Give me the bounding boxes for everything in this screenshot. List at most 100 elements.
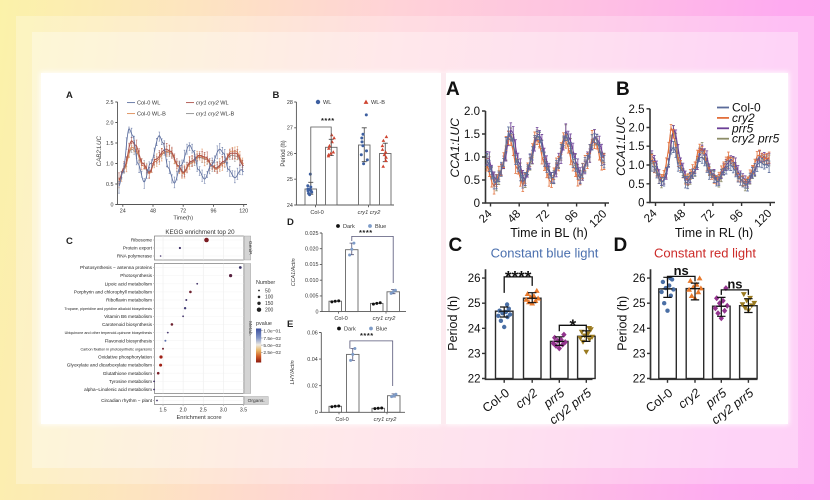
svg-text:Col-0 WL-B: Col-0 WL-B <box>137 112 166 118</box>
svg-text:5.0e−02: 5.0e−02 <box>263 343 281 349</box>
svg-text:Enrichment score: Enrichment score <box>176 415 221 421</box>
svg-text:Photosynthesis − antenna prote: Photosynthesis − antenna proteins <box>80 265 153 270</box>
svg-text:Dark: Dark <box>344 327 356 333</box>
svg-text:cry2: cry2 <box>513 386 540 412</box>
svg-text:cry1 cry2: cry1 cry2 <box>374 417 398 423</box>
svg-text:24: 24 <box>468 323 481 335</box>
svg-text:150: 150 <box>265 301 274 307</box>
svg-text:0.06: 0.06 <box>307 330 318 336</box>
svg-text:22: 22 <box>468 374 481 386</box>
svg-text:Blue: Blue <box>376 327 387 333</box>
svg-text:cry1 cry2 WL: cry1 cry2 WL <box>196 101 229 107</box>
svg-text:RNA polymerase: RNA polymerase <box>117 254 153 259</box>
svg-text:26: 26 <box>633 273 646 285</box>
svg-text:Time in RL (h): Time in RL (h) <box>675 226 753 240</box>
svg-text:****: **** <box>505 267 532 286</box>
svg-text:Tyrosine metabolism: Tyrosine metabolism <box>109 379 152 384</box>
svg-text:ns: ns <box>674 263 689 278</box>
svg-text:0.5: 0.5 <box>629 179 645 191</box>
svg-text:120: 120 <box>587 208 609 230</box>
svg-text:Period (h): Period (h) <box>281 140 287 166</box>
svg-text:ns: ns <box>727 276 742 291</box>
svg-text:0.005: 0.005 <box>305 294 319 300</box>
svg-text:E: E <box>287 319 293 330</box>
svg-text:96: 96 <box>211 209 217 215</box>
svg-text:B: B <box>273 90 280 101</box>
svg-text:1.0: 1.0 <box>629 160 645 172</box>
svg-text:27: 27 <box>287 126 293 132</box>
svg-text:2.0: 2.0 <box>179 408 186 414</box>
svg-text:1.5: 1.5 <box>106 141 114 147</box>
svg-text:Metab.: Metab. <box>247 321 253 336</box>
svg-text:pvalue: pvalue <box>256 321 272 327</box>
svg-text:cry2 prr5: cry2 prr5 <box>732 132 780 146</box>
svg-text:72: 72 <box>534 208 552 226</box>
svg-text:Protein export: Protein export <box>123 246 153 251</box>
svg-text:Col-0: Col-0 <box>480 386 512 415</box>
svg-text:CCA1:LUC: CCA1:LUC <box>448 118 462 178</box>
svg-text:****: **** <box>321 116 335 125</box>
svg-text:Ribosome: Ribosome <box>131 238 152 243</box>
svg-text:Period (h): Period (h) <box>616 296 630 351</box>
svg-text:cry1 cry2 WL-B: cry1 cry2 WL-B <box>196 112 235 118</box>
svg-text:23: 23 <box>468 348 481 360</box>
svg-text:Blue: Blue <box>375 224 386 230</box>
svg-text:0.5: 0.5 <box>464 175 480 187</box>
svg-text:48: 48 <box>150 209 156 215</box>
svg-text:Ubiquinone and other terpenoid: Ubiquinone and other terpenoid-quinone b… <box>65 331 152 335</box>
svg-text:alpha−Linolenic acid metabolis: alpha−Linolenic acid metabolism <box>84 387 152 392</box>
svg-text:****: **** <box>360 331 374 340</box>
svg-text:cry1 cry2: cry1 cry2 <box>373 316 397 322</box>
svg-text:Dark: Dark <box>343 224 355 230</box>
svg-text:D: D <box>614 235 628 256</box>
svg-text:200: 200 <box>265 308 274 314</box>
svg-text:CCA1/Actin: CCA1/Actin <box>291 258 297 286</box>
svg-text:26: 26 <box>287 151 293 157</box>
svg-text:0.5: 0.5 <box>106 182 114 188</box>
svg-text:cry1 cry2: cry1 cry2 <box>358 210 382 216</box>
svg-text:0.025: 0.025 <box>305 231 319 237</box>
svg-text:Carotenoid biosynthesis: Carotenoid biosynthesis <box>102 322 153 327</box>
svg-text:Glutathione metabolism: Glutathione metabolism <box>103 371 152 376</box>
svg-text:Porphyrin and chlorophyll meta: Porphyrin and chlorophyll metabolism <box>74 290 152 295</box>
svg-text:2.5: 2.5 <box>200 408 207 414</box>
svg-text:C: C <box>449 235 463 256</box>
svg-text:26: 26 <box>468 273 481 285</box>
svg-text:96: 96 <box>728 208 746 226</box>
svg-text:23: 23 <box>633 348 646 360</box>
svg-text:24: 24 <box>633 323 646 335</box>
svg-text:2.0: 2.0 <box>464 106 480 118</box>
svg-text:0: 0 <box>474 198 480 210</box>
svg-text:0: 0 <box>638 198 644 210</box>
svg-text:Circadian rhythm − plant: Circadian rhythm − plant <box>101 398 153 403</box>
svg-text:Glyoxylate and dicarboxylate m: Glyoxylate and dicarboxylate metabolism <box>67 363 152 368</box>
svg-text:Carbon fixation in photosynthe: Carbon fixation in photosynthetic organi… <box>80 347 152 351</box>
svg-text:D: D <box>287 217 294 228</box>
svg-text:CCA1:LUC: CCA1:LUC <box>614 116 628 176</box>
svg-text:Flavonoid biosynthesis: Flavonoid biosynthesis <box>105 338 153 343</box>
svg-text:CAB2:LUC: CAB2:LUC <box>96 136 103 167</box>
svg-text:25: 25 <box>468 298 481 310</box>
svg-text:1.5: 1.5 <box>464 129 480 141</box>
svg-text:cry2: cry2 <box>676 386 703 412</box>
svg-text:1.5: 1.5 <box>159 408 166 414</box>
svg-text:0.010: 0.010 <box>305 278 319 284</box>
svg-text:Col-0: Col-0 <box>310 210 323 216</box>
svg-text:C: C <box>66 236 73 247</box>
svg-text:48: 48 <box>506 208 524 226</box>
svg-text:3.0: 3.0 <box>220 408 227 414</box>
svg-text:Col-0: Col-0 <box>334 316 347 322</box>
svg-text:1.0: 1.0 <box>106 161 114 167</box>
svg-text:0.020: 0.020 <box>305 247 319 253</box>
svg-text:120: 120 <box>752 208 774 230</box>
svg-text:Col-0: Col-0 <box>643 386 675 415</box>
svg-text:Constant blue light: Constant blue light <box>491 246 599 261</box>
svg-text:0: 0 <box>316 309 319 315</box>
svg-text:Constant red light: Constant red light <box>654 246 756 261</box>
svg-text:WL: WL <box>323 100 331 106</box>
svg-text:A: A <box>66 90 73 101</box>
svg-text:72: 72 <box>699 208 717 226</box>
svg-text:48: 48 <box>671 208 689 226</box>
svg-text:28: 28 <box>287 100 293 106</box>
svg-text:Col-0: Col-0 <box>732 101 761 115</box>
